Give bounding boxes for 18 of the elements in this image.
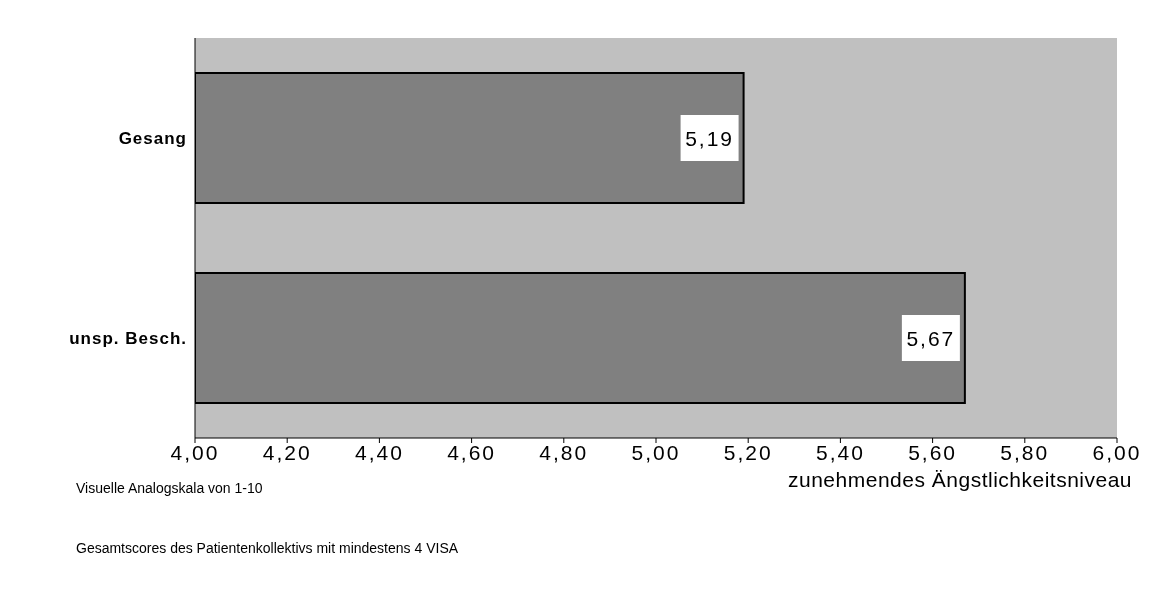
x-tick-label: 4,80 [539,440,589,464]
data-label: 5,19 [685,127,735,150]
x-tick-label: 5,00 [631,440,681,464]
x-tick-label: 5,80 [1000,440,1050,464]
x-tick-label: 4,60 [447,440,497,464]
x-tick-label: 4,20 [262,440,312,464]
data-label: 5,67 [906,327,956,350]
x-tick-label: 5,40 [815,440,865,464]
y-tick-label: Gesang [118,129,187,149]
text: Visuelle Analogskala von 1-10 [76,480,263,496]
x-tick-label: 5,20 [723,440,773,464]
x-axis-title: zunehmendes Ängstlichkeitsniveau [788,468,1133,492]
x-tick-label: 6,00 [1092,440,1142,464]
x-tick-label: 5,60 [908,440,958,464]
x-tick-label: 4,40 [354,440,404,464]
y-tick-label: unsp. Besch. [69,329,187,349]
text: Gesamtscores des Patientenkollektivs mit mindestens 4 VISA [76,540,459,556]
x-tick-label: 4,00 [170,440,220,464]
